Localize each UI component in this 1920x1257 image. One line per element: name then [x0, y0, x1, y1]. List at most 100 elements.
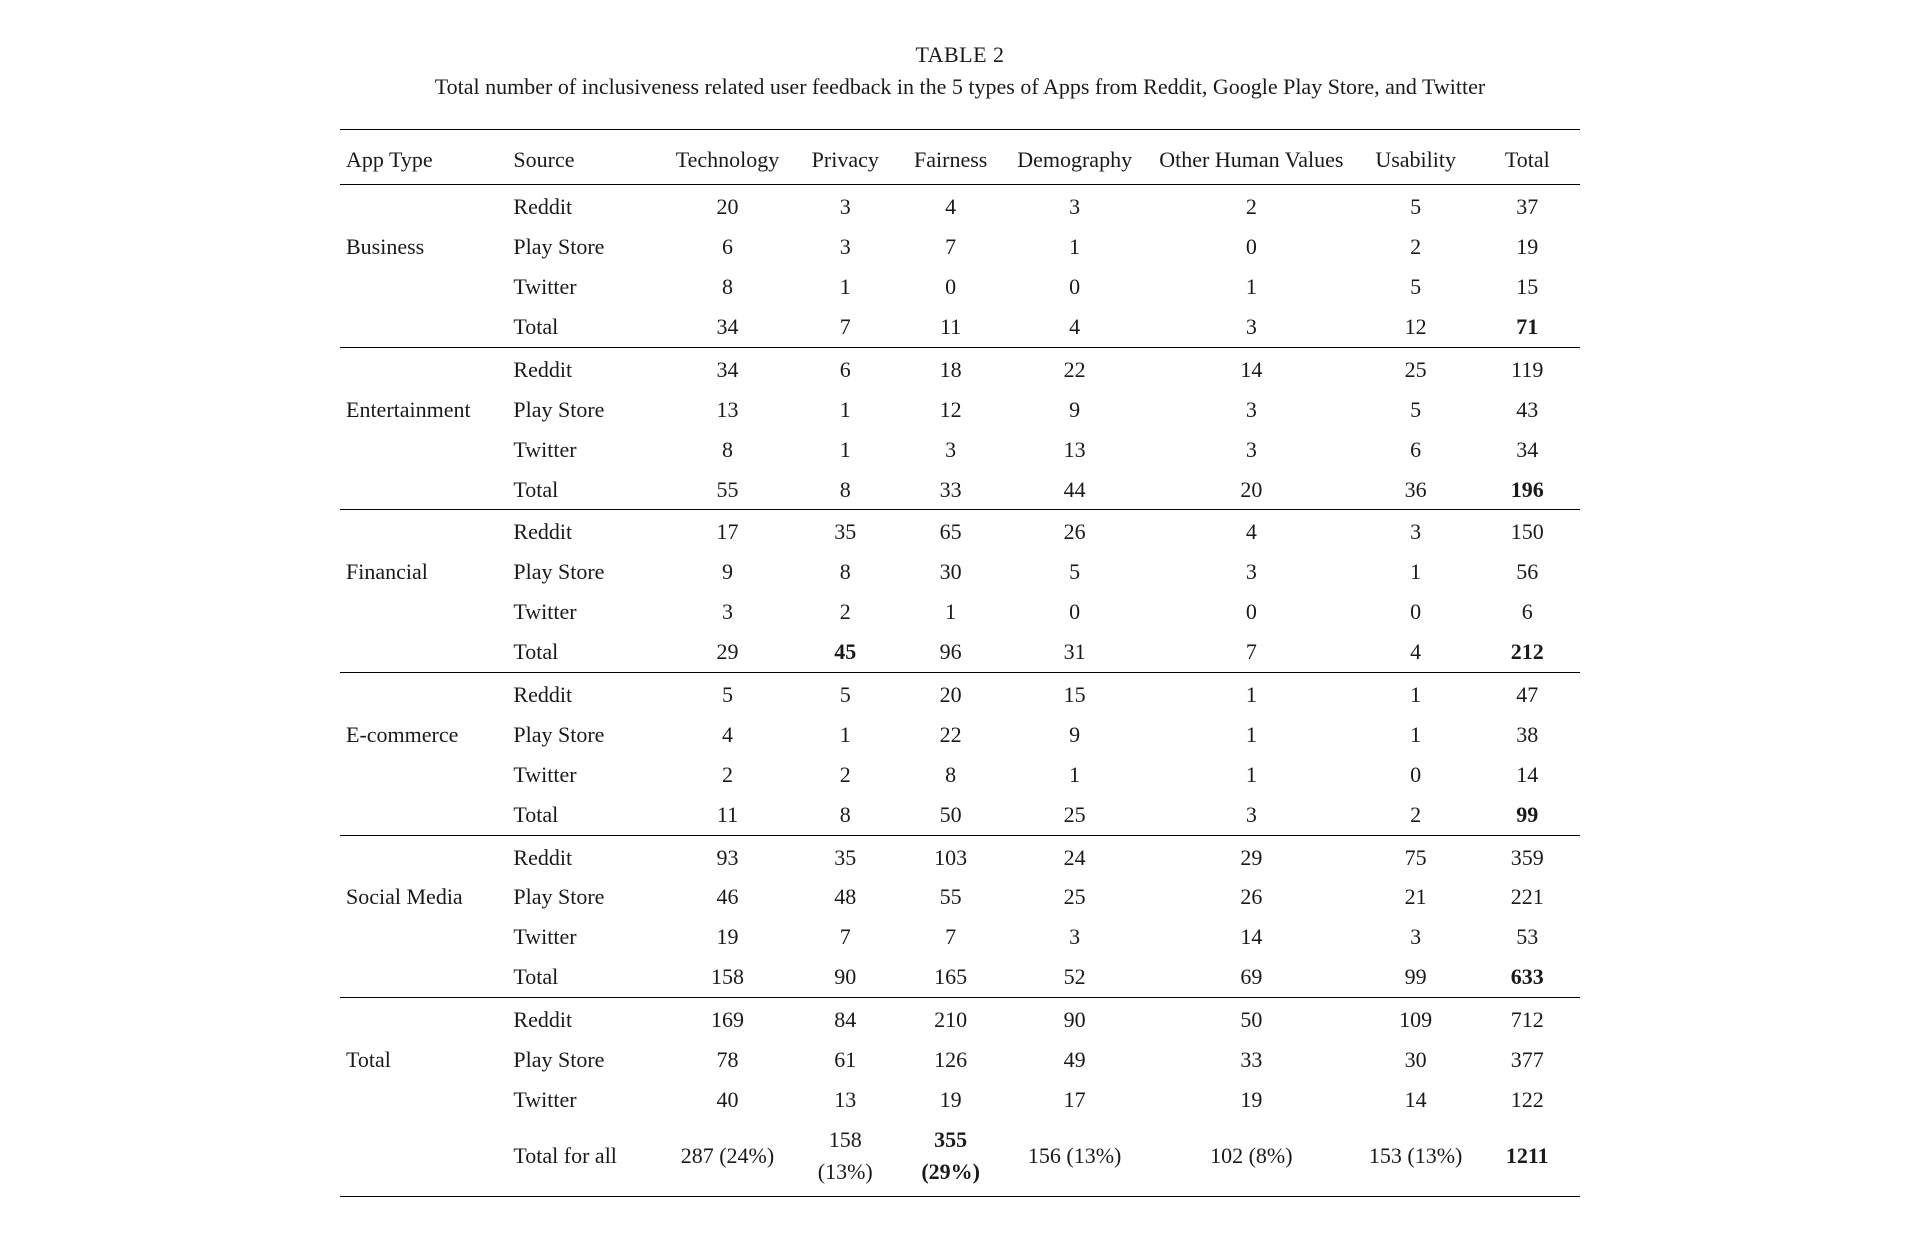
- cell-value: 212: [1475, 632, 1580, 672]
- col-source: Source: [507, 130, 662, 185]
- cell-value: 1: [1357, 672, 1475, 714]
- cell-value: 1211: [1475, 1120, 1580, 1196]
- cell-value: 5: [1357, 390, 1475, 430]
- cell-value: 26: [1003, 510, 1146, 552]
- cell-value: 2: [1357, 795, 1475, 835]
- cell-value: 7: [793, 307, 898, 347]
- cell-value: 2: [662, 755, 792, 795]
- cell-value: 150: [1475, 510, 1580, 552]
- col-technology: Technology: [662, 130, 792, 185]
- col-usability: Usability: [1357, 130, 1475, 185]
- cell-value: 20: [1146, 470, 1357, 510]
- cell-app-type: [340, 795, 507, 835]
- col-total: Total: [1475, 130, 1580, 185]
- cell-value: 55: [898, 877, 1003, 917]
- cell-value: 0: [1146, 227, 1357, 267]
- cell-value: 5: [662, 672, 792, 714]
- cell-value: 22: [898, 715, 1003, 755]
- cell-value: 3: [1146, 307, 1357, 347]
- cell-value: 9: [1003, 715, 1146, 755]
- cell-value: 18: [898, 347, 1003, 389]
- cell-source: Total: [507, 795, 662, 835]
- cell-value: 1: [1146, 672, 1357, 714]
- cell-value: 93: [662, 835, 792, 877]
- cell-value: 103: [898, 835, 1003, 877]
- cell-value: 96: [898, 632, 1003, 672]
- cell-value: 8: [793, 795, 898, 835]
- cell-value: 19: [662, 917, 792, 957]
- cell-value: 3: [1357, 510, 1475, 552]
- cell-app-type: [340, 267, 507, 307]
- cell-value: 26: [1146, 877, 1357, 917]
- cell-source: Twitter: [507, 592, 662, 632]
- cell-value: 169: [662, 998, 792, 1040]
- col-fairness: Fairness: [898, 130, 1003, 185]
- cell-value: 377: [1475, 1040, 1580, 1080]
- table-row: Reddit169842109050109712: [340, 998, 1580, 1040]
- table-row: Total34711431271: [340, 307, 1580, 347]
- cell-value: 36: [1357, 470, 1475, 510]
- cell-value: 25: [1003, 877, 1146, 917]
- cell-value: 7: [898, 227, 1003, 267]
- cell-value: 69: [1146, 957, 1357, 997]
- table-row: Twitter1977314353: [340, 917, 1580, 957]
- cell-value: 55: [662, 470, 792, 510]
- cell-value: 14: [1357, 1080, 1475, 1120]
- cell-value: 7: [898, 917, 1003, 957]
- cell-value: 712: [1475, 998, 1580, 1040]
- cell-value: 17: [1003, 1080, 1146, 1120]
- table-caption: TABLE 2 Total number of inclusiveness re…: [340, 40, 1580, 101]
- col-other-human-values: Other Human Values: [1146, 130, 1357, 185]
- cell-value: 48: [793, 877, 898, 917]
- table-row: Social MediaPlay Store464855252621221: [340, 877, 1580, 917]
- cell-value: 30: [898, 552, 1003, 592]
- cell-value: 1: [793, 715, 898, 755]
- cell-value: 122: [1475, 1080, 1580, 1120]
- cell-value: 3: [1146, 390, 1357, 430]
- cell-value: 7: [793, 917, 898, 957]
- table-row: Twitter81001515: [340, 267, 1580, 307]
- cell-value: 5: [1357, 267, 1475, 307]
- cell-value: 221: [1475, 877, 1580, 917]
- cell-value: 12: [898, 390, 1003, 430]
- cell-value: 3: [793, 185, 898, 227]
- cell-value: 5: [793, 672, 898, 714]
- cell-app-type: [340, 347, 507, 389]
- cell-value: 8: [662, 267, 792, 307]
- cell-value: 3: [898, 430, 1003, 470]
- cell-value: 3: [1146, 430, 1357, 470]
- cell-value: 33: [1146, 1040, 1357, 1080]
- cell-value: 6: [793, 347, 898, 389]
- table-row: TotalPlay Store7861126493330377: [340, 1040, 1580, 1080]
- cell-app-type: [340, 592, 507, 632]
- table-row: Twitter3210006: [340, 592, 1580, 632]
- cell-value: 99: [1357, 957, 1475, 997]
- table-row: Total15890165526999633: [340, 957, 1580, 997]
- cell-source: Twitter: [507, 755, 662, 795]
- cell-value: 6: [1475, 592, 1580, 632]
- cell-value: 4: [898, 185, 1003, 227]
- cell-value: 78: [662, 1040, 792, 1080]
- cell-value: 1: [793, 267, 898, 307]
- cell-source: Play Store: [507, 552, 662, 592]
- cell-value: 5: [1357, 185, 1475, 227]
- cell-app-type: [340, 755, 507, 795]
- cell-source: Twitter: [507, 917, 662, 957]
- cell-value: 43: [1475, 390, 1580, 430]
- cell-value: 0: [1003, 267, 1146, 307]
- cell-value: 1: [1146, 755, 1357, 795]
- cell-value: 4: [662, 715, 792, 755]
- cell-value: 99: [1475, 795, 1580, 835]
- cell-value: 44: [1003, 470, 1146, 510]
- cell-value: 49: [1003, 1040, 1146, 1080]
- table-row: Reddit34618221425119: [340, 347, 1580, 389]
- cell-value: 90: [1003, 998, 1146, 1040]
- cell-value: 0: [1357, 755, 1475, 795]
- cell-value: 47: [1475, 672, 1580, 714]
- cell-app-type: [340, 632, 507, 672]
- cell-value: 1: [1146, 267, 1357, 307]
- cell-value: 102 (8%): [1146, 1120, 1357, 1196]
- cell-app-type: Business: [340, 227, 507, 267]
- cell-value: 56: [1475, 552, 1580, 592]
- cell-source: Twitter: [507, 1080, 662, 1120]
